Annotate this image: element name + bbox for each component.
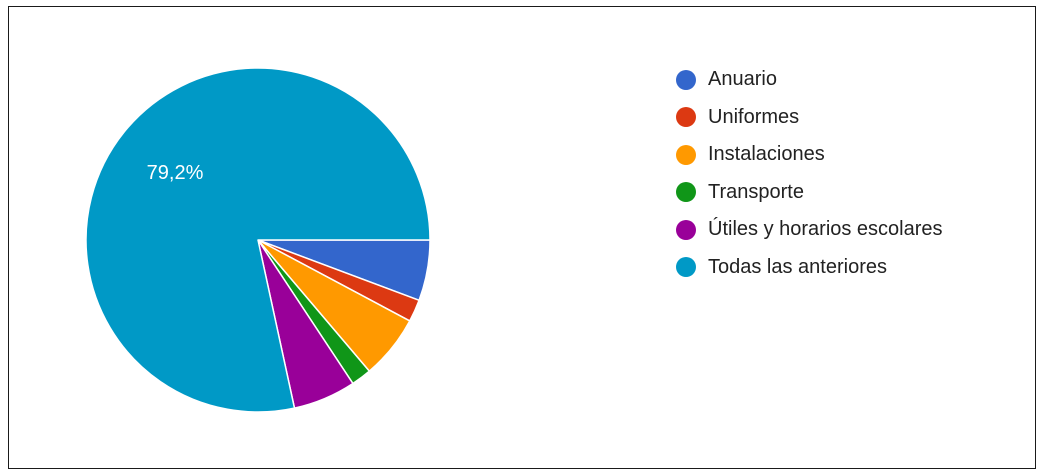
legend-label: Todas las anteriores bbox=[708, 255, 887, 278]
chart-legend: Anuario Uniformes Instalaciones Transpor… bbox=[676, 61, 943, 286]
legend-item-anuario: Anuario bbox=[676, 61, 943, 99]
legend-label: Transporte bbox=[708, 180, 804, 203]
pie-slice-label: 79,2% bbox=[147, 162, 204, 184]
legend-label: Uniformes bbox=[708, 105, 800, 128]
legend-item-instalaciones: Instalaciones bbox=[676, 136, 943, 174]
legend-item-utiles-y-horarios: Útiles y horarios escolares bbox=[676, 211, 943, 249]
legend-swatch bbox=[676, 107, 696, 128]
legend-item-todas-las-anteriores: Todas las anteriores bbox=[676, 249, 943, 287]
legend-label: Instalaciones bbox=[708, 143, 825, 166]
legend-swatch bbox=[676, 182, 696, 203]
legend-swatch bbox=[676, 257, 696, 278]
pie-slice-todas-las-anteriores bbox=[85, 67, 431, 413]
legend-label: Anuario bbox=[708, 68, 777, 91]
pie-slices bbox=[85, 67, 431, 413]
legend-swatch bbox=[676, 219, 696, 240]
legend-label: Útiles y horarios escolares bbox=[708, 218, 943, 241]
pie-slice-labels: 79,2% bbox=[147, 162, 204, 184]
legend-swatch bbox=[676, 144, 696, 165]
legend-item-uniformes: Uniformes bbox=[676, 99, 943, 137]
legend-swatch bbox=[676, 69, 696, 90]
legend-item-transporte: Transporte bbox=[676, 174, 943, 212]
